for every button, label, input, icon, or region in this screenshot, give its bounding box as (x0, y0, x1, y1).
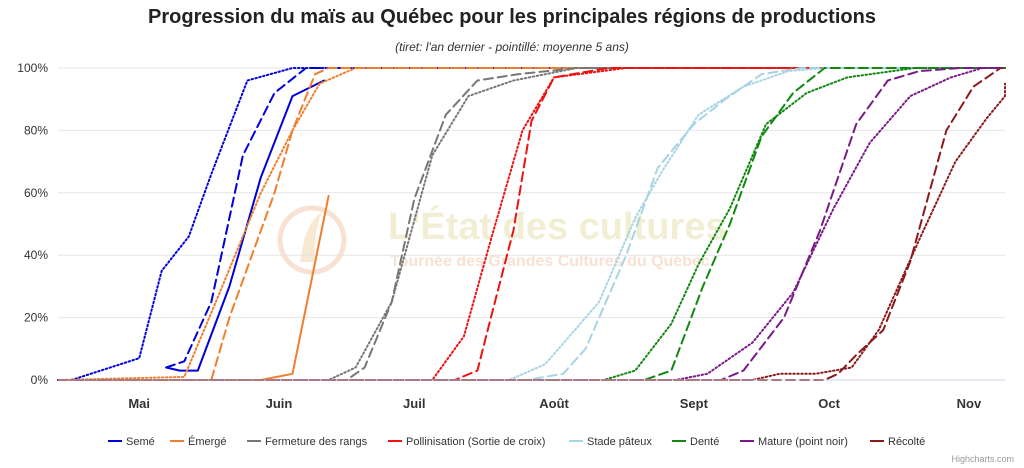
watermark-logo-leaf (300, 212, 322, 262)
y-tick-label: 100% (17, 61, 48, 75)
series-line-stade-pateux-avg5[interactable] (57, 67, 1006, 381)
legend-label: Émergé (188, 435, 227, 448)
legend-label: Fermeture des rangs (265, 436, 368, 448)
series-line-stade-pateux-last-year[interactable] (57, 67, 1006, 381)
legend: Semé Émergé Fermeture des rangs Pollinisati… (108, 435, 925, 448)
series-layer (57, 67, 1006, 381)
series-line-mature-point-noir-avg5[interactable] (57, 67, 1006, 381)
y-tick-label: 0% (31, 373, 49, 387)
legend-item-emerge[interactable]: Émergé (170, 435, 227, 448)
legend-item-dente[interactable]: Denté (672, 436, 719, 448)
series-line-emerge-avg5[interactable] (57, 67, 1006, 381)
legend-item-recolte[interactable]: Récolté (870, 436, 925, 448)
x-tick-label: Juil (403, 396, 425, 411)
legend-label: Stade pâteux (587, 436, 652, 448)
axes: 0% 20% 40% 60% 80% 100% Mai Juin Juil Août Sept Oct… (17, 61, 1005, 411)
watermark-logo (277, 205, 347, 275)
series-line-mature-point-noir-last-year[interactable] (57, 67, 1006, 381)
series-line-fermeture-des-rangs-last-year[interactable] (57, 67, 1006, 381)
y-tick-label: 80% (24, 123, 48, 137)
series-line-recolte-avg5[interactable] (57, 82, 1006, 381)
x-tick-label: Août (539, 396, 569, 411)
chart-credits: Highcharts.com (951, 454, 1014, 464)
watermark-title: L'État des cultures (388, 204, 726, 248)
series-line-dente-last-year[interactable] (57, 67, 1006, 381)
series-line-pollinisation-sortie-de-croix-last-year[interactable] (57, 67, 1006, 381)
y-tick-label: 60% (24, 186, 48, 200)
legend-item-stade-pateux[interactable]: Stade pâteux (569, 436, 652, 448)
legend-item-mature-point-noir[interactable]: Mature (point noir) (740, 436, 848, 448)
series-line-emerge-current[interactable] (57, 194, 330, 381)
series-line-pollinisation-sortie-de-croix-avg5[interactable] (57, 67, 1006, 381)
legend-label: Récolté (888, 436, 925, 448)
legend-label: Pollinisation (Sortie de croix) (406, 436, 545, 448)
x-tick-label: Mai (128, 396, 150, 411)
watermark: L'État des cultures Tournée des Grandes … (277, 204, 726, 275)
series-line-emerge-last-year[interactable] (57, 67, 1006, 381)
series-line-seme-current[interactable] (165, 79, 326, 372)
watermark-subtitle: Tournée des Grandes Cultures du Québec (390, 253, 710, 270)
legend-label: Denté (690, 436, 719, 448)
legend-item-seme[interactable]: Semé (108, 436, 155, 448)
series-line-seme-last-year[interactable] (165, 67, 1006, 369)
y-tick-label: 40% (24, 248, 48, 262)
x-tick-label: Oct (818, 396, 840, 411)
legend-item-fermeture-des-rangs[interactable]: Fermeture des rangs (247, 436, 368, 448)
chart-subtitle: (tiret: l'an dernier - pointillé: moyenn… (395, 40, 629, 54)
chart-title: Progression du maïs au Québec pour les p… (148, 6, 876, 28)
series-line-fermeture-des-rangs-avg5[interactable] (57, 67, 1006, 381)
series-line-dente-avg5[interactable] (57, 67, 1006, 381)
series-line-recolte-last-year[interactable] (57, 67, 1002, 381)
legend-item-pollinisation-sortie-de-croix[interactable]: Pollinisation (Sortie de croix) (388, 436, 545, 448)
legend-label: Mature (point noir) (758, 436, 848, 448)
x-tick-label: Nov (957, 396, 982, 411)
legend-label: Semé (126, 436, 155, 448)
y-tick-label: 20% (24, 311, 48, 325)
x-tick-label: Juin (266, 396, 293, 411)
series-line-seme-avg5[interactable] (70, 67, 1006, 381)
x-tick-label: Sept (680, 396, 709, 411)
